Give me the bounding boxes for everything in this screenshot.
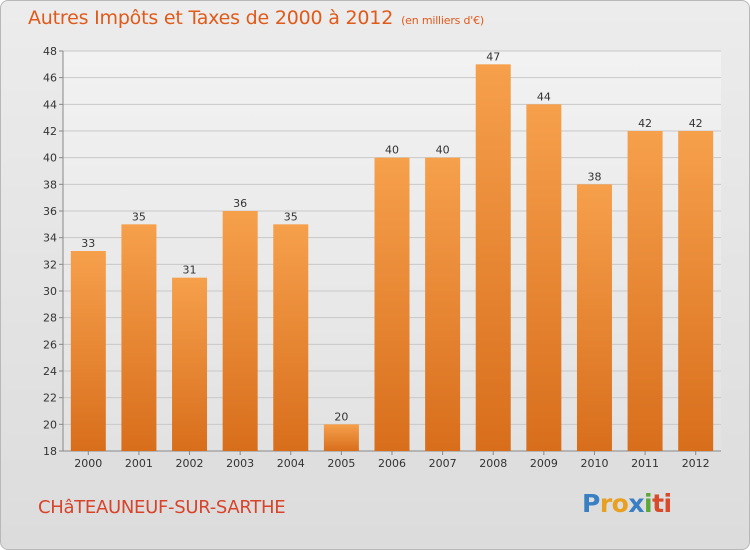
chart-title-text: Autres Impôts et Taxes de 2000 à 2012 (28, 7, 394, 29)
y-tick-label: 46 (43, 72, 57, 85)
x-tick-label: 2008 (479, 457, 507, 470)
y-tick-label: 18 (43, 445, 57, 458)
proxiti-logo: Proxiti (582, 489, 672, 518)
bar-value-label: 33 (81, 237, 95, 250)
bar-value-label: 40 (385, 144, 399, 157)
bar-value-label: 44 (537, 90, 551, 103)
x-tick-label: 2006 (378, 457, 406, 470)
y-tick-label: 42 (43, 125, 57, 138)
y-tick-label: 30 (43, 285, 57, 298)
x-tick-label: 2002 (176, 457, 204, 470)
x-tick-label: 2003 (226, 457, 254, 470)
x-tick-label: 2001 (125, 457, 153, 470)
y-tick-label: 24 (43, 365, 57, 378)
y-tick-label: 32 (43, 258, 57, 271)
x-tick-label: 2004 (277, 457, 305, 470)
y-tick-label: 40 (43, 152, 57, 165)
logo-letter: P (582, 489, 600, 518)
y-tick-label: 44 (43, 98, 57, 111)
bar (121, 224, 157, 451)
logo-letter: i (644, 489, 653, 518)
y-tick-label: 34 (43, 232, 57, 245)
bar (627, 131, 663, 451)
bar (576, 184, 612, 452)
bar-value-label: 35 (284, 210, 298, 223)
y-tick-label: 38 (43, 178, 57, 191)
logo-letter: t (652, 489, 664, 518)
logo-letter: i (663, 489, 673, 518)
bar-value-label: 35 (132, 210, 146, 223)
chart-title: Autres Impôts et Taxes de 2000 à 2012 (en… (28, 7, 484, 29)
bar (172, 277, 208, 451)
bar (273, 224, 309, 451)
bar (475, 64, 511, 452)
y-tick-label: 26 (43, 338, 57, 351)
bar (70, 251, 106, 451)
y-tick-label: 28 (43, 312, 57, 325)
x-tick-label: 2012 (682, 457, 710, 470)
logo-letter: r (599, 489, 612, 518)
x-tick-label: 2009 (530, 457, 558, 470)
chart-unit-label: (en milliers d'€) (401, 14, 484, 27)
bar (678, 131, 714, 451)
city-name: CHâTEAUNEUF-SUR-SARTHE (38, 497, 286, 518)
logo-letter: o (611, 489, 629, 518)
y-tick-label: 48 (43, 45, 57, 58)
bar-value-label: 20 (334, 410, 348, 423)
bar (425, 157, 461, 451)
bar-value-label: 40 (436, 144, 450, 157)
bar (374, 157, 410, 451)
bar (323, 424, 359, 451)
logo-letter: x (628, 489, 644, 518)
x-tick-label: 2005 (327, 457, 355, 470)
y-tick-label: 20 (43, 418, 57, 431)
x-tick-label: 2010 (580, 457, 608, 470)
bar-value-label: 31 (183, 264, 197, 277)
bar (526, 104, 562, 451)
bar-value-label: 42 (638, 117, 652, 130)
x-tick-label: 2000 (74, 457, 102, 470)
y-tick-label: 22 (43, 392, 57, 405)
bar-value-label: 47 (486, 50, 500, 63)
x-tick-label: 2011 (631, 457, 659, 470)
bar (222, 211, 258, 451)
bar-value-label: 38 (587, 170, 601, 183)
bar-value-label: 36 (233, 197, 247, 210)
y-tick-label: 36 (43, 205, 57, 218)
bar-value-label: 42 (689, 117, 703, 130)
x-tick-label: 2007 (429, 457, 457, 470)
